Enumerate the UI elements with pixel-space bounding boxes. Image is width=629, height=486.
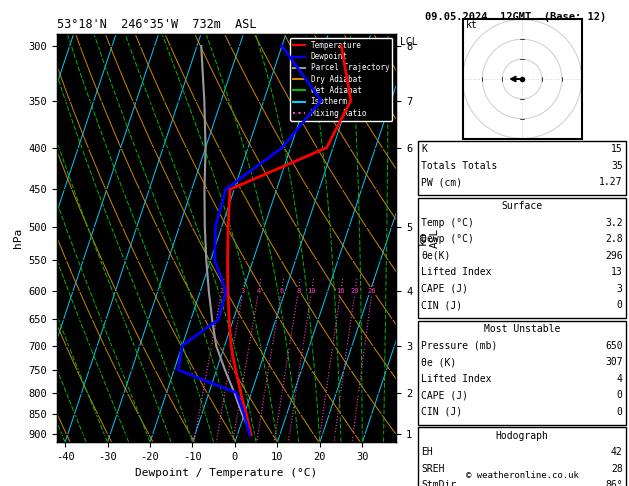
Text: Surface: Surface (501, 201, 543, 211)
Text: 13: 13 (611, 267, 623, 278)
Text: Lifted Index: Lifted Index (421, 267, 492, 278)
Text: Hodograph: Hodograph (496, 431, 548, 441)
Text: kt: kt (466, 20, 478, 30)
Text: CIN (J): CIN (J) (421, 300, 462, 311)
Text: 15: 15 (611, 144, 623, 155)
X-axis label: Dewpoint / Temperature (°C): Dewpoint / Temperature (°C) (135, 468, 318, 478)
Text: 4: 4 (617, 374, 623, 384)
Y-axis label: hPa: hPa (13, 228, 23, 248)
Text: 35: 35 (611, 161, 623, 171)
Text: 6: 6 (279, 288, 284, 294)
Text: 8: 8 (296, 288, 301, 294)
Text: 4: 4 (257, 288, 261, 294)
Text: 0: 0 (617, 407, 623, 417)
Text: θe (K): θe (K) (421, 357, 457, 367)
Text: LCL: LCL (399, 37, 417, 47)
Text: EH: EH (421, 447, 433, 457)
Y-axis label: km
ASL: km ASL (418, 228, 440, 248)
Text: PW (cm): PW (cm) (421, 177, 462, 188)
Text: Totals Totals: Totals Totals (421, 161, 498, 171)
Text: 10: 10 (308, 288, 316, 294)
Text: CIN (J): CIN (J) (421, 407, 462, 417)
Text: 650: 650 (605, 341, 623, 351)
Text: Lifted Index: Lifted Index (421, 374, 492, 384)
Text: 26: 26 (368, 288, 376, 294)
Text: 20: 20 (351, 288, 359, 294)
Text: 296: 296 (605, 251, 623, 261)
Text: K: K (421, 144, 427, 155)
Text: 3: 3 (241, 288, 245, 294)
Text: 86°: 86° (605, 480, 623, 486)
Legend: Temperature, Dewpoint, Parcel Trajectory, Dry Adiabat, Wet Adiabat, Isotherm, Mi: Temperature, Dewpoint, Parcel Trajectory… (290, 38, 392, 121)
Text: Temp (°C): Temp (°C) (421, 218, 474, 228)
Text: 16: 16 (337, 288, 345, 294)
Text: 42: 42 (611, 447, 623, 457)
Text: 3.2: 3.2 (605, 218, 623, 228)
Text: 28: 28 (611, 464, 623, 474)
Text: SREH: SREH (421, 464, 445, 474)
Text: CAPE (J): CAPE (J) (421, 390, 469, 400)
Text: 1.27: 1.27 (599, 177, 623, 188)
Text: Most Unstable: Most Unstable (484, 324, 560, 334)
Text: 0: 0 (617, 300, 623, 311)
Text: 3: 3 (617, 284, 623, 294)
Text: 2.8: 2.8 (605, 234, 623, 244)
Text: 2: 2 (220, 288, 224, 294)
Text: 307: 307 (605, 357, 623, 367)
Text: 0: 0 (617, 390, 623, 400)
Text: Pressure (mb): Pressure (mb) (421, 341, 498, 351)
Text: © weatheronline.co.uk: © weatheronline.co.uk (465, 471, 579, 480)
Text: 53°18'N  246°35'W  732m  ASL: 53°18'N 246°35'W 732m ASL (57, 18, 256, 32)
Text: Dewp (°C): Dewp (°C) (421, 234, 474, 244)
Text: θe(K): θe(K) (421, 251, 451, 261)
Text: CAPE (J): CAPE (J) (421, 284, 469, 294)
Text: 09.05.2024  12GMT  (Base: 12): 09.05.2024 12GMT (Base: 12) (425, 12, 606, 22)
Text: StmDir: StmDir (421, 480, 457, 486)
